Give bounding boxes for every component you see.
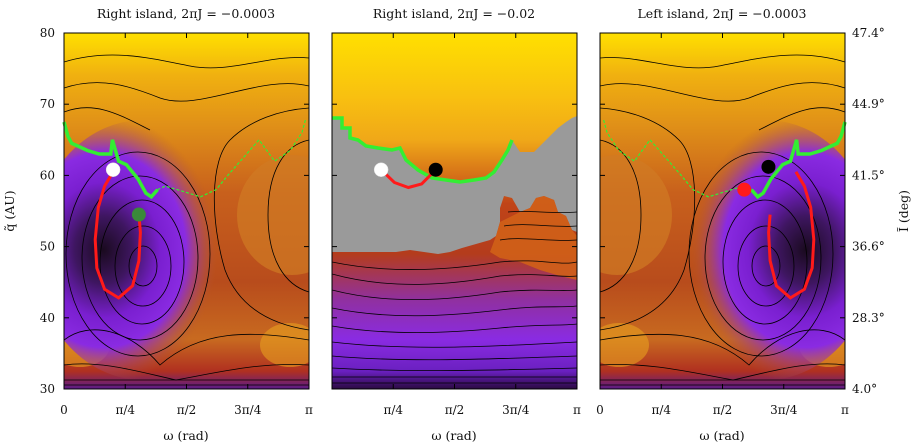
panel-3-title: Left island, 2πJ = −0.0003 — [638, 6, 807, 21]
x-tick-label: π/4 — [115, 403, 135, 417]
right-tick-label: 36.6° — [852, 240, 885, 254]
panel-3-separatrix-solid — [750, 121, 847, 200]
panel-2-contours — [332, 211, 577, 384]
panel-1-separatrix-solid — [62, 121, 159, 200]
panel-3-separatrix-dashed — [602, 118, 752, 198]
panel-1-separatrix-dashed — [157, 118, 307, 198]
x-tick-label: 3π/4 — [234, 403, 262, 417]
right-ylabel: Ĩ (deg) — [896, 190, 911, 232]
panel-1-title: Right island, 2πJ = −0.0003 — [97, 6, 275, 21]
x-tick-label: π/2 — [177, 403, 197, 417]
y-tick-label: 60 — [40, 168, 55, 182]
x-tick-label: π/4 — [651, 403, 671, 417]
left-ylabel: q̃ (AU) — [2, 190, 17, 231]
panel-1-white-point — [105, 162, 121, 177]
panel-1-contours — [64, 54, 309, 386]
right-tick-label: 47.4° — [852, 26, 885, 40]
x-tick-label: π — [305, 403, 313, 417]
panel-3-separatrix — [602, 118, 847, 200]
right-tick-label: 4.0° — [852, 382, 877, 396]
y-tick-label: 30 — [40, 382, 55, 396]
x-tick-label: 3π/4 — [502, 403, 530, 417]
right-tick-label: 44.9° — [852, 97, 885, 111]
y-tick-label: 80 — [40, 26, 55, 40]
panel-1-red-orbit — [93, 171, 142, 300]
x-tick-label: 0 — [596, 403, 604, 417]
panel-2-xlabel: ω (rad) — [431, 428, 476, 443]
panel-1 — [62, 32, 310, 390]
panel-3-black-point — [761, 159, 776, 174]
x-tick-label: π/4 — [383, 403, 403, 417]
right-tick-label: 41.5° — [852, 168, 885, 182]
panel-2 — [331, 32, 578, 390]
panel-3-xlabel: ω (rad) — [699, 428, 744, 443]
right-tick-label: 28.3° — [852, 311, 885, 325]
y-tick-label: 40 — [40, 311, 55, 325]
panel-2-separatrix — [332, 116, 514, 184]
panel-1-potential-well — [64, 120, 253, 380]
panel-1-green-point — [131, 207, 146, 222]
panel-2-black-point — [428, 162, 443, 177]
x-ticks: 0 π/4 π/2 3π/4 π π/4 π/2 3π/4 π 0 π/4 π/2 3π/4 π — [60, 33, 849, 417]
panel-1-separatrix — [62, 118, 307, 200]
panel-2-title: Right island, 2πJ = −0.02 — [373, 6, 535, 21]
right-y-ticks: 4.0° 28.3° 36.6° 41.5° 44.9° 47.4° — [852, 26, 885, 396]
panel-2-white-point — [373, 162, 389, 177]
panel-2-red-orbit — [380, 168, 437, 190]
panel-3-red-orbit — [767, 171, 816, 300]
panel-3 — [599, 32, 847, 390]
panel-1-xlabel: ω (rad) — [163, 428, 208, 443]
x-tick-label: π — [841, 403, 849, 417]
x-tick-label: π/2 — [713, 403, 733, 417]
panel-3-red-point — [737, 182, 752, 197]
x-tick-label: π/2 — [445, 403, 465, 417]
x-tick-label: 0 — [60, 403, 68, 417]
y-tick-label: 70 — [40, 97, 55, 111]
x-tick-label: 3π/4 — [770, 403, 798, 417]
x-tick-label: π — [573, 403, 581, 417]
left-y-ticks: 30 40 50 60 70 80 — [40, 26, 845, 396]
y-tick-label: 50 — [40, 240, 55, 254]
